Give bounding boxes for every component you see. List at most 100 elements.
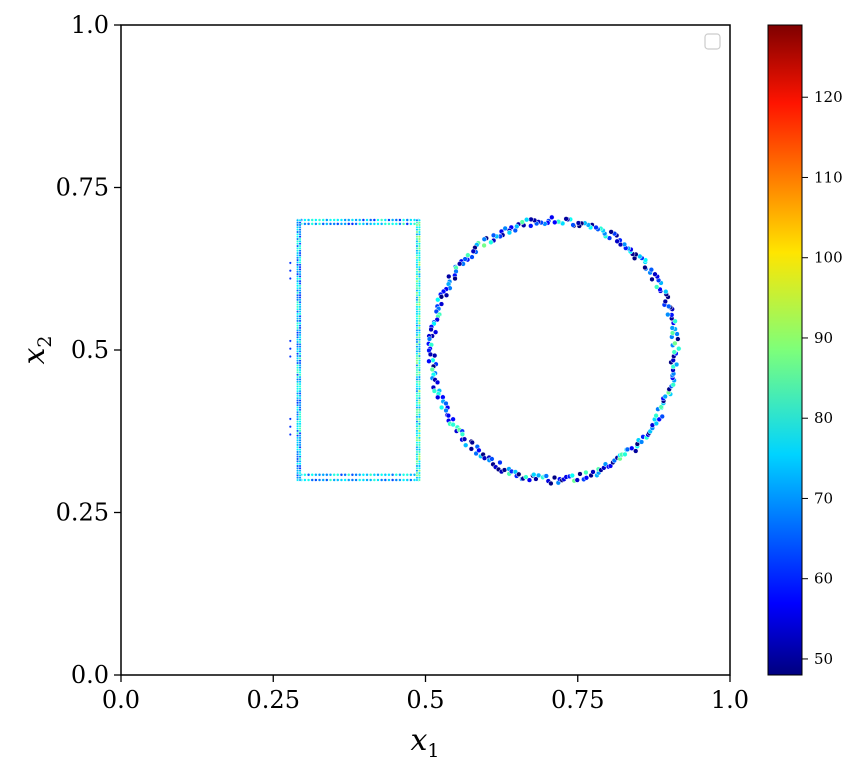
data-point (426, 358, 432, 364)
data-point (368, 473, 373, 477)
data-point (288, 347, 292, 351)
data-point (390, 218, 395, 222)
scatter-points (288, 214, 682, 487)
data-point (303, 222, 307, 226)
data-point (368, 478, 373, 482)
data-point (543, 473, 549, 479)
data-point (563, 216, 569, 222)
colorbar (768, 25, 802, 675)
data-point (590, 469, 596, 475)
data-point (445, 412, 452, 419)
data-point (350, 478, 355, 482)
data-point (332, 222, 336, 226)
data-point (461, 436, 468, 442)
x-axis-label: x1 (410, 723, 439, 762)
data-point (652, 271, 658, 277)
data-point (429, 366, 435, 373)
data-point (575, 220, 582, 226)
data-point (670, 382, 676, 388)
data-point (443, 292, 450, 298)
data-point (321, 473, 325, 477)
data-point (506, 229, 513, 236)
data-point (332, 218, 336, 222)
data-point (435, 297, 441, 303)
data-point (481, 455, 488, 461)
data-point (339, 478, 344, 482)
data-point (303, 478, 307, 482)
data-point (339, 218, 344, 222)
plot-frame (120, 24, 731, 676)
data-point (288, 432, 292, 437)
data-point (450, 416, 456, 422)
data-point (288, 276, 292, 281)
data-point (347, 478, 351, 482)
data-point (526, 477, 533, 483)
data-point (516, 471, 522, 477)
data-point (332, 473, 336, 477)
data-point (662, 393, 668, 400)
data-point (343, 218, 347, 222)
data-point (332, 478, 336, 482)
data-point (350, 218, 355, 222)
colorbar-tick-label: 90 (814, 329, 833, 347)
y-tick-label: 0.0 (71, 661, 109, 689)
data-point (443, 407, 449, 414)
data-point (310, 222, 314, 226)
data-point (339, 222, 344, 226)
data-point (387, 222, 391, 226)
data-point (317, 478, 322, 482)
data-point (368, 218, 373, 222)
data-point (512, 227, 518, 234)
data-point (383, 473, 388, 477)
data-point (409, 473, 413, 477)
data-point (468, 446, 475, 452)
y-axis-label: x2 (17, 335, 56, 364)
x-axis: 0.0 0.25 0.5 0.75 1.0 (102, 675, 749, 714)
colorbar-tick-label: 110 (814, 168, 843, 186)
data-point (638, 439, 645, 445)
data-point (379, 222, 384, 226)
data-point (569, 472, 575, 479)
data-point (390, 478, 395, 482)
data-point (336, 473, 340, 477)
data-point (303, 218, 307, 222)
data-point (328, 218, 333, 222)
data-point (583, 475, 590, 481)
data-point (394, 222, 399, 226)
y-tick-label: 1.0 (71, 11, 109, 39)
data-point (434, 379, 441, 386)
data-point (372, 478, 377, 482)
data-point (288, 269, 292, 273)
colorbar-tick-label: 60 (814, 570, 833, 588)
data-point (607, 463, 614, 469)
data-point (328, 222, 333, 226)
data-point (577, 471, 583, 477)
data-point (314, 222, 318, 226)
data-point (376, 478, 380, 482)
data-point (552, 219, 558, 225)
data-point (469, 439, 475, 446)
data-point (361, 222, 366, 226)
data-point (303, 473, 307, 477)
data-point (531, 471, 537, 478)
x-tick-label: 0.0 (102, 686, 140, 714)
data-point (357, 218, 362, 222)
data-point (357, 473, 362, 477)
data-point (401, 478, 406, 482)
data-point (390, 473, 395, 477)
data-point (409, 222, 413, 226)
data-point (365, 222, 369, 226)
data-point (321, 222, 325, 226)
data-point (502, 225, 508, 232)
data-point (669, 325, 675, 331)
data-point (417, 218, 421, 222)
data-point (376, 222, 380, 226)
data-point (372, 218, 377, 222)
data-point (365, 218, 369, 222)
data-point (405, 222, 409, 226)
data-point (570, 222, 576, 228)
data-point (347, 218, 351, 222)
data-point (336, 218, 340, 222)
data-point (438, 294, 445, 300)
data-point (361, 473, 366, 477)
